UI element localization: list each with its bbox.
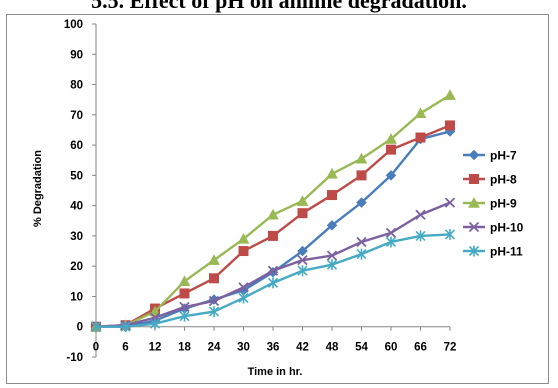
data-point (326, 167, 338, 179)
legend-marker (469, 174, 479, 184)
y-tick-label: 40 (70, 201, 83, 213)
y-axis-title: % Degradation (32, 150, 44, 227)
data-point (326, 250, 338, 261)
data-point (267, 208, 279, 220)
x-axis-title: Time in hr. (248, 366, 303, 378)
y-tick-label: 60 (70, 140, 83, 152)
legend-item-ph-11: pH-11 (463, 245, 523, 259)
x-tick-label: 12 (149, 342, 162, 354)
data-point (415, 230, 426, 242)
y-tick-label: -10 (66, 352, 83, 364)
data-point (414, 107, 427, 119)
data-point (385, 236, 397, 248)
y-tick-label: 20 (70, 261, 83, 273)
legend-label: pH-8 (490, 173, 517, 187)
data-point (297, 254, 308, 266)
data-point (179, 288, 190, 299)
data-point (237, 232, 250, 244)
legend-label: pH-10 (490, 221, 524, 235)
y-tick-label: 30 (70, 231, 83, 243)
legend-label: pH-11 (490, 245, 523, 259)
legend-label: pH-7 (490, 149, 517, 163)
data-point (238, 292, 249, 304)
series-line (95, 201, 451, 328)
legend-item-ph-10: pH-10 (463, 221, 524, 235)
series-line (95, 124, 451, 328)
data-point (445, 120, 455, 131)
data-point (297, 265, 308, 277)
x-tick-label: 24 (208, 342, 221, 354)
data-point (326, 259, 338, 271)
x-tick-label: 42 (296, 342, 309, 354)
series-ph-7 (90, 126, 456, 333)
data-point (149, 305, 161, 317)
x-tick-label: 66 (414, 342, 427, 354)
x-tick-label: 36 (267, 342, 280, 354)
data-point (385, 133, 397, 144)
x-tick-label: 54 (355, 342, 368, 354)
x-tick-label: 30 (237, 342, 250, 354)
data-point (444, 89, 456, 100)
data-point (238, 246, 249, 257)
data-point (296, 195, 309, 206)
data-point (444, 228, 456, 240)
data-point (90, 321, 102, 333)
data-point (297, 245, 308, 257)
legend-marker (468, 149, 480, 161)
data-point (356, 236, 367, 248)
data-point (267, 265, 279, 276)
x-tick-label: 60 (385, 342, 398, 354)
data-point (179, 301, 190, 313)
x-tick-label: 0 (93, 342, 99, 354)
data-point (238, 282, 249, 293)
data-point (415, 132, 426, 143)
legend-item-ph-8: pH-8 (463, 173, 517, 187)
data-point (208, 295, 220, 307)
data-point (385, 227, 397, 239)
data-point (120, 321, 131, 333)
data-point (356, 197, 367, 208)
legend-item-ph-7: pH-7 (463, 149, 517, 163)
data-point (356, 248, 367, 260)
data-point (178, 275, 191, 287)
data-point (386, 144, 396, 155)
data-point (268, 230, 278, 241)
data-point (444, 197, 456, 208)
data-point (179, 310, 190, 322)
data-point (267, 277, 279, 289)
y-tick-label: 100 (64, 19, 83, 31)
x-tick-label: 6 (122, 342, 128, 354)
data-point (356, 170, 367, 181)
legend-marker (468, 245, 480, 257)
data-point (385, 170, 397, 181)
y-tick-label: 0 (77, 322, 83, 334)
data-point (209, 273, 219, 284)
data-point (208, 254, 220, 265)
data-point (355, 152, 368, 164)
x-tick-label: 72 (444, 342, 457, 354)
legend-label: pH-9 (490, 197, 517, 211)
data-point (297, 208, 308, 219)
data-point (326, 219, 338, 231)
y-tick-label: 90 (70, 49, 83, 61)
y-tick-label: 70 (70, 110, 83, 122)
y-tick-label: 80 (70, 80, 83, 92)
data-point (415, 209, 426, 220)
data-point (149, 318, 161, 330)
data-point (208, 306, 220, 318)
legend-item-ph-9: pH-9 (463, 197, 517, 211)
data-point (327, 190, 337, 201)
series-ph-9 (90, 89, 456, 332)
x-tick-label: 18 (178, 342, 191, 354)
legend-marker (468, 196, 480, 208)
y-tick-label: 50 (70, 170, 83, 182)
y-tick-label: 10 (70, 291, 83, 303)
legend-marker (468, 221, 480, 233)
section-heading: 5.5. Effect of pH on aniline degradation… (91, 0, 467, 13)
series-ph-11 (90, 228, 456, 333)
x-tick-label: 48 (326, 342, 339, 354)
series-ph-10 (90, 197, 456, 332)
